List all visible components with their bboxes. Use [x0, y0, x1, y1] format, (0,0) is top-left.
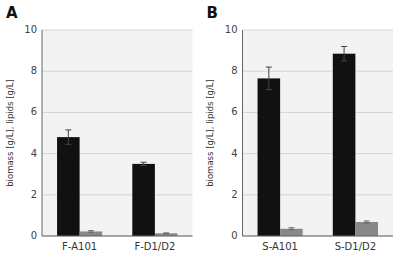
- y-tick-label: 10: [225, 24, 238, 35]
- y-axis-line: [242, 30, 243, 236]
- error-stem: [68, 130, 69, 144]
- error-cap: [65, 144, 71, 145]
- error-cap: [163, 232, 169, 233]
- bar: [132, 164, 155, 236]
- error-bar: [266, 67, 272, 90]
- panel-label: A: [6, 4, 18, 22]
- error-bar: [341, 46, 347, 60]
- error-cap: [65, 129, 71, 130]
- grid-line: [42, 30, 193, 31]
- x-tick-label: F-A101: [62, 241, 97, 252]
- y-tick-label: 2: [231, 189, 237, 200]
- bar: [280, 229, 303, 236]
- error-stem: [268, 67, 269, 90]
- error-cap: [341, 46, 347, 47]
- error-bar: [288, 228, 294, 230]
- error-cap: [266, 89, 272, 90]
- plot-area: [243, 30, 394, 236]
- bar: [57, 137, 80, 236]
- y-tick-label: 4: [231, 148, 237, 159]
- y-axis-line: [42, 30, 43, 236]
- y-tick-label: 8: [31, 65, 37, 76]
- y-tick-label: 6: [31, 106, 37, 117]
- error-bar: [163, 232, 169, 234]
- marks: [57, 130, 177, 236]
- bar: [80, 231, 103, 236]
- grid-line: [243, 71, 394, 72]
- error-cap: [88, 232, 94, 233]
- grid-line: [42, 112, 193, 113]
- error-bar: [141, 162, 147, 165]
- error-bar: [88, 231, 94, 233]
- marks: [258, 46, 378, 236]
- y-axis-label: biomass [g/L], lipids [g/L]: [5, 79, 15, 187]
- y-axis-label: biomass [g/L], lipids [g/L]: [205, 79, 215, 187]
- x-tick-label: S-D1/D2: [335, 241, 376, 252]
- panel: 0 2 4 6 8 10 F-A101 F-D1/D2 biomass [g/L], lipid…: [5, 4, 193, 252]
- panel: 0 2 4 6 8 10 S-A101 S-D1/D2 biomass [g/L], lipid…: [205, 4, 393, 252]
- grid-line: [243, 30, 394, 31]
- y-tick-label: 4: [31, 148, 37, 159]
- error-bar: [65, 130, 71, 144]
- error-cap: [288, 229, 294, 230]
- y-tick-label: 6: [231, 106, 237, 117]
- y-tick-label: 0: [31, 230, 37, 241]
- error-stem: [344, 46, 345, 60]
- plot-area: [42, 30, 193, 236]
- y-tick-label: 10: [24, 24, 37, 35]
- y-tick-label: 8: [231, 65, 237, 76]
- panel-label: B: [207, 4, 218, 22]
- error-cap: [141, 165, 147, 166]
- bar: [355, 222, 378, 236]
- x-axis-line: [42, 236, 193, 237]
- chart-root: 0 2 4 6 8 10 F-A101 F-D1/D2 biomass [g/L], lipid…: [0, 0, 401, 269]
- bar: [333, 54, 356, 236]
- error-cap: [364, 220, 370, 221]
- grid-line: [42, 71, 193, 72]
- y-tick-label: 0: [231, 230, 237, 241]
- y-tick-label: 2: [31, 189, 37, 200]
- error-cap: [266, 67, 272, 68]
- background: [0, 0, 401, 269]
- grid-line: [243, 236, 394, 237]
- error-bar: [364, 221, 370, 223]
- error-cap: [288, 227, 294, 228]
- x-tick-label: F-D1/D2: [134, 241, 175, 252]
- x-axis-line: [243, 236, 394, 237]
- error-cap: [88, 230, 94, 231]
- error-cap: [341, 60, 347, 61]
- error-cap: [141, 162, 147, 163]
- error-cap: [163, 233, 169, 234]
- grid-line: [42, 236, 193, 237]
- error-cap: [364, 223, 370, 224]
- bar: [258, 78, 281, 236]
- x-tick-label: S-A101: [262, 241, 298, 252]
